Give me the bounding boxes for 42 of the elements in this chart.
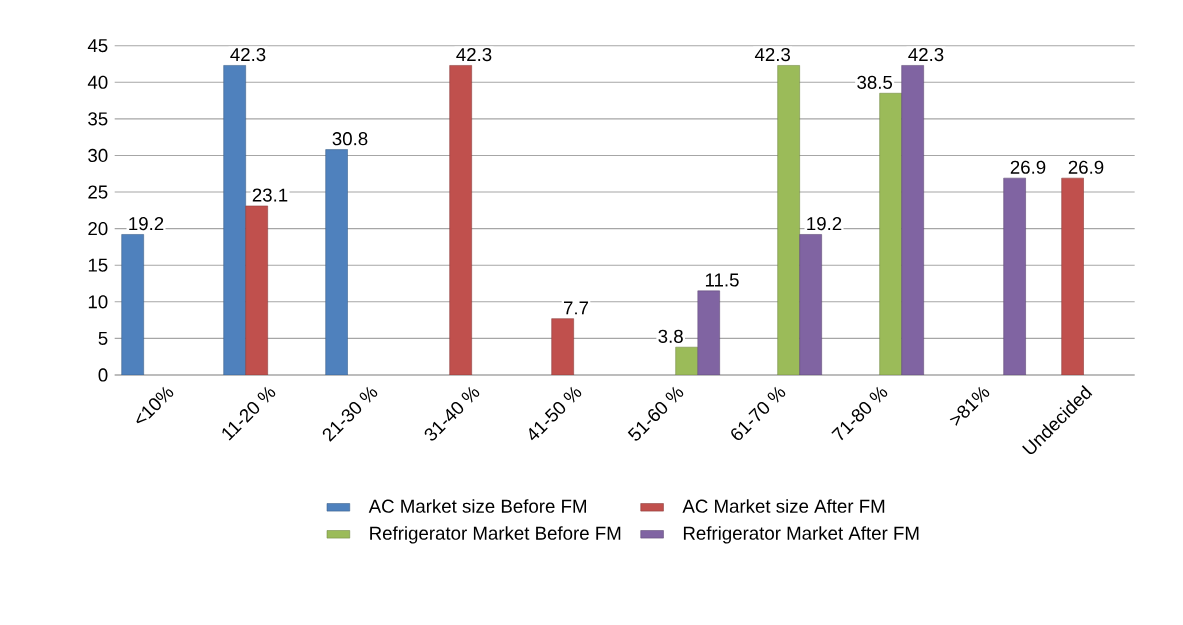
bar bbox=[777, 65, 800, 375]
data-label: 23.1 bbox=[252, 188, 288, 202]
bar bbox=[449, 65, 472, 375]
data-label: 42.3 bbox=[230, 47, 266, 62]
data-label: 19.2 bbox=[807, 216, 842, 231]
data-label: 42.3 bbox=[908, 47, 944, 62]
data-label: 3.8 bbox=[658, 329, 683, 343]
bar bbox=[1003, 177, 1026, 375]
bar bbox=[879, 92, 902, 375]
bar bbox=[551, 318, 574, 375]
data-label: 19.2 bbox=[129, 216, 164, 231]
y-tick-label: 25 bbox=[88, 185, 108, 199]
bar bbox=[697, 290, 720, 375]
y-tick-label: 35 bbox=[88, 112, 108, 126]
y-tick-label: 15 bbox=[88, 258, 108, 272]
y-tick-label: 0 bbox=[98, 368, 108, 382]
y-tick-label: 5 bbox=[98, 331, 108, 345]
data-label: 30.8 bbox=[332, 132, 368, 146]
data-label: 11.5 bbox=[705, 273, 739, 287]
data-label: 42.3 bbox=[456, 47, 492, 62]
legend-label: Refrigerator Market After FM bbox=[683, 526, 919, 544]
bar bbox=[223, 65, 246, 375]
legend-label: AC Market size Before FM bbox=[368, 499, 587, 513]
legend-label: AC Market size After FM bbox=[682, 499, 885, 513]
bar bbox=[901, 65, 924, 375]
bar bbox=[325, 149, 348, 375]
y-tick-label: 40 bbox=[87, 75, 108, 89]
y-tick-label: 10 bbox=[88, 295, 108, 309]
bar bbox=[245, 205, 268, 375]
data-label: 7.7 bbox=[563, 301, 589, 315]
bar bbox=[799, 234, 822, 375]
data-label: 26.9 bbox=[1068, 160, 1104, 174]
bar bbox=[1061, 177, 1084, 375]
y-tick-label: 45 bbox=[87, 39, 108, 53]
data-label: 38.5 bbox=[857, 75, 893, 89]
legend-label: Refrigerator Market Before FM bbox=[370, 526, 621, 544]
y-tick-label: 20 bbox=[88, 222, 108, 236]
data-label: 26.9 bbox=[1010, 160, 1046, 174]
bar bbox=[121, 234, 144, 375]
y-tick-label: 30 bbox=[88, 148, 108, 163]
data-label: 42.3 bbox=[754, 47, 791, 62]
bar bbox=[675, 346, 698, 375]
